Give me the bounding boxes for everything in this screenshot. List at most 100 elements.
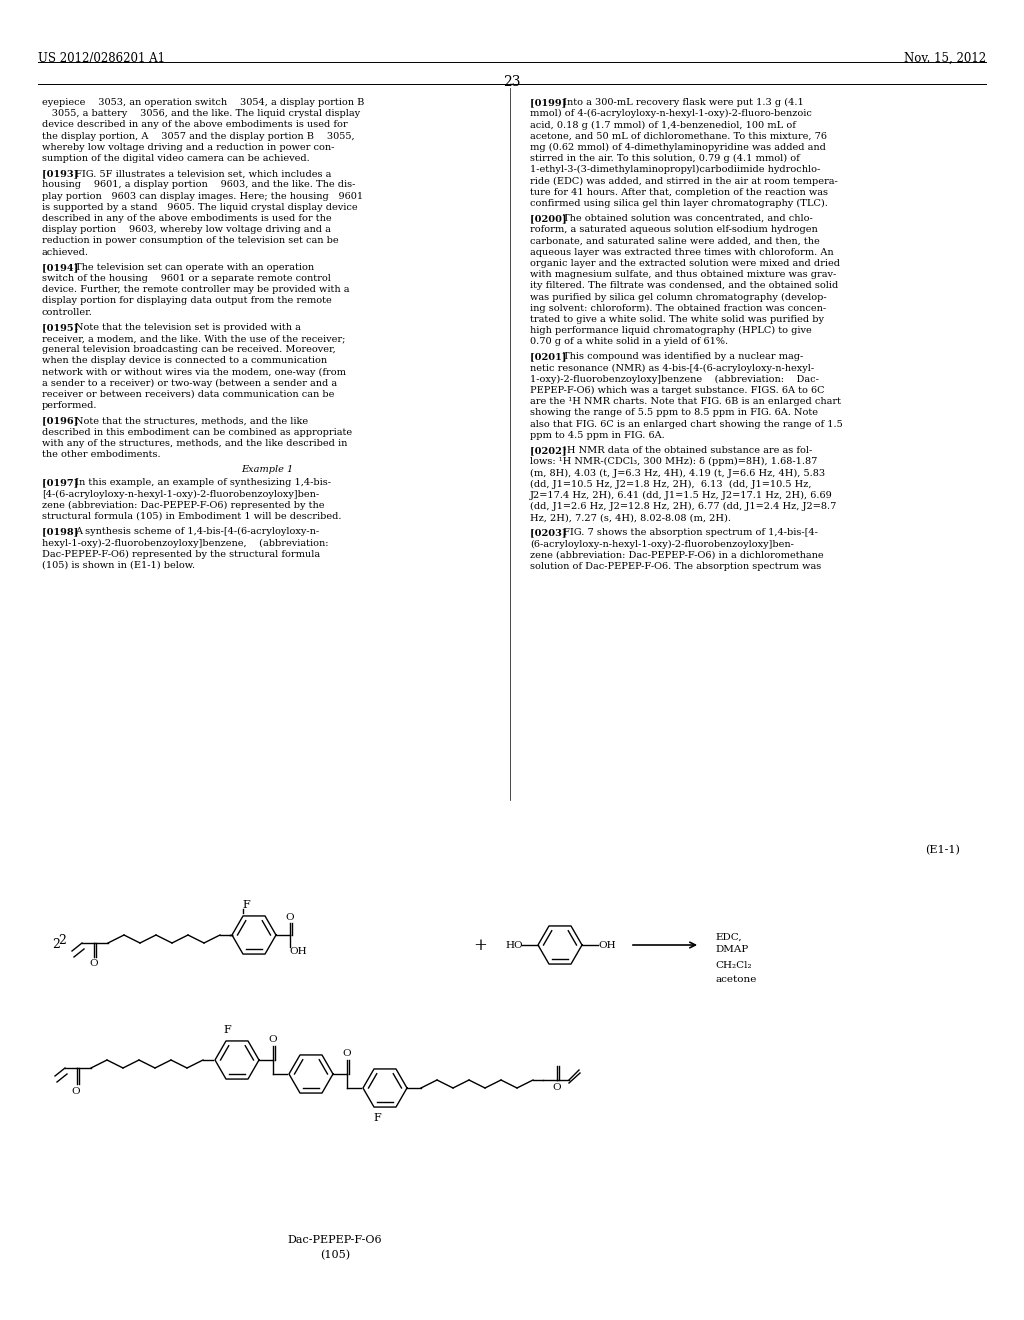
Text: EDC,: EDC, [715,932,741,941]
Text: 2: 2 [58,933,66,946]
Text: O: O [90,958,98,968]
Text: switch of the housing  9601 or a separate remote control: switch of the housing 9601 or a separate… [42,275,331,282]
Text: acid, 0.18 g (1.7 mmol) of 1,4-benzenediol, 100 mL of: acid, 0.18 g (1.7 mmol) of 1,4-benzenedi… [530,120,796,129]
Text: device described in any of the above embodiments is used for: device described in any of the above emb… [42,120,347,129]
Text: receiver or between receivers) data communication can be: receiver or between receivers) data comm… [42,389,335,399]
Text: display portion for displaying data output from the remote: display portion for displaying data outp… [42,297,332,305]
Text: [4-(6-acryloyloxy-n-hexyl-1-oxy)-2-fluorobenzoyloxy]ben-: [4-(6-acryloyloxy-n-hexyl-1-oxy)-2-fluor… [42,490,319,499]
Text: Dac-PEPEP-F-O6) represented by the structural formula: Dac-PEPEP-F-O6) represented by the struc… [42,549,321,558]
Text: 0.70 g of a white solid in a yield of 61%.: 0.70 g of a white solid in a yield of 61… [530,337,728,346]
Text: lows: ¹H NMR-(CDCl₃, 300 MHz): δ (ppm)=8H), 1.68-1.87: lows: ¹H NMR-(CDCl₃, 300 MHz): δ (ppm)=8… [530,457,817,466]
Text: (105) is shown in (E1-1) below.: (105) is shown in (E1-1) below. [42,561,196,570]
Text: described in any of the above embodiments is used for the: described in any of the above embodiment… [42,214,332,223]
Text: structural formula (105) in Embodiment 1 will be described.: structural formula (105) in Embodiment 1… [42,512,341,521]
Text: Example 1: Example 1 [241,465,293,474]
Text: are the ¹H NMR charts. Note that FIG. 6B is an enlarged chart: are the ¹H NMR charts. Note that FIG. 6B… [530,397,841,407]
Text: Into a 300-mL recovery flask were put 1.3 g (4.1: Into a 300-mL recovery flask were put 1.… [562,98,804,107]
Text: housing  9601, a display portion  9603, and the like. The dis-: housing 9601, a display portion 9603, an… [42,181,355,189]
Text: OH: OH [598,940,615,949]
Text: (E1-1): (E1-1) [925,845,961,855]
Text: FIG. 7 shows the absorption spectrum of 1,4-bis-[4-: FIG. 7 shows the absorption spectrum of … [562,528,817,537]
Text: In this example, an example of synthesizing 1,4-bis-: In this example, an example of synthesiz… [75,478,331,487]
Text: (105): (105) [319,1250,350,1261]
Text: Nov. 15, 2012: Nov. 15, 2012 [904,51,986,65]
Text: +: + [473,936,487,953]
Text: with any of the structures, methods, and the like described in: with any of the structures, methods, and… [42,438,347,447]
Text: carbonate, and saturated saline were added, and then, the: carbonate, and saturated saline were add… [530,236,820,246]
Text: DMAP: DMAP [715,945,749,954]
Text: (6-acryloyloxy-n-hexyl-1-oxy)-2-fluorobenzoyloxy]ben-: (6-acryloyloxy-n-hexyl-1-oxy)-2-fluorobe… [530,540,794,549]
Text: [0198]: [0198] [42,527,85,536]
Text: play portion 9603 can display images. Here; the housing 9601: play portion 9603 can display images. He… [42,191,364,201]
Text: stirred in the air. To this solution, 0.79 g (4.1 mmol) of: stirred in the air. To this solution, 0.… [530,154,800,164]
Text: [0199]: [0199] [530,98,573,107]
Text: 2: 2 [52,939,59,950]
Text: [0201]: [0201] [530,352,573,362]
Text: Dac-PEPEP-F-O6: Dac-PEPEP-F-O6 [288,1236,382,1245]
Text: the display portion, A  3057 and the display portion B  3055,: the display portion, A 3057 and the disp… [42,132,354,141]
Text: O: O [286,912,294,921]
Text: sumption of the digital video camera can be achieved.: sumption of the digital video camera can… [42,154,309,162]
Text: controller.: controller. [42,308,93,317]
Text: O: O [553,1084,561,1093]
Text: ity filtered. The filtrate was condensed, and the obtained solid: ity filtered. The filtrate was condensed… [530,281,839,290]
Text: described in this embodiment can be combined as appropriate: described in this embodiment can be comb… [42,428,352,437]
Text: achieved.: achieved. [42,248,89,256]
Text: 1-ethyl-3-(3-dimethylaminopropyl)carbodiimide hydrochlo-: 1-ethyl-3-(3-dimethylaminopropyl)carbodi… [530,165,820,174]
Text: [0194]: [0194] [42,263,85,272]
Text: a sender to a receiver) or two-way (between a sender and a: a sender to a receiver) or two-way (betw… [42,379,337,388]
Text: mmol) of 4-(6-acryloyloxy-n-hexyl-1-oxy)-2-fluoro-benzoic: mmol) of 4-(6-acryloyloxy-n-hexyl-1-oxy)… [530,110,812,119]
Text: ture for 41 hours. After that, completion of the reaction was: ture for 41 hours. After that, completio… [530,187,828,197]
Text: acetone, and 50 mL of dichloromethane. To this mixture, 76: acetone, and 50 mL of dichloromethane. T… [530,132,827,141]
Text: performed.: performed. [42,401,97,411]
Text: organic layer and the extracted solution were mixed and dried: organic layer and the extracted solution… [530,259,840,268]
Text: trated to give a white solid. The white solid was purified by: trated to give a white solid. The white … [530,314,824,323]
Text: acetone: acetone [715,974,757,983]
Text: (dd, J1=2.6 Hz, J2=12.8 Hz, 2H), 6.77 (dd, J1=2.4 Hz, J2=8.7: (dd, J1=2.6 Hz, J2=12.8 Hz, 2H), 6.77 (d… [530,502,837,511]
Text: J2=17.4 Hz, 2H), 6.41 (dd, J1=1.5 Hz, J2=17.1 Hz, 2H), 6.69: J2=17.4 Hz, 2H), 6.41 (dd, J1=1.5 Hz, J2… [530,491,833,500]
Text: [0202]: [0202] [530,446,573,455]
Text: ride (EDC) was added, and stirred in the air at room tempera-: ride (EDC) was added, and stirred in the… [530,177,838,186]
Text: showing the range of 5.5 ppm to 8.5 ppm in FIG. 6A. Note: showing the range of 5.5 ppm to 8.5 ppm … [530,408,818,417]
Text: 1-oxy)-2-fluorobenzoyloxy]benzene    (abbreviation:    Dac-: 1-oxy)-2-fluorobenzoyloxy]benzene (abbre… [530,375,819,384]
Text: when the display device is connected to a communication: when the display device is connected to … [42,356,327,366]
Text: receiver, a modem, and the like. With the use of the receiver;: receiver, a modem, and the like. With th… [42,334,345,343]
Text: OH: OH [289,946,307,956]
Text: Note that the structures, methods, and the like: Note that the structures, methods, and t… [75,416,308,425]
Text: the other embodiments.: the other embodiments. [42,450,161,459]
Text: FIG. 5F illustrates a television set, which includes a: FIG. 5F illustrates a television set, wh… [75,169,331,178]
Text: high performance liquid chromatography (HPLC) to give: high performance liquid chromatography (… [530,326,812,335]
Text: [0193]: [0193] [42,169,85,178]
Text: network with or without wires via the modem, one-way (from: network with or without wires via the mo… [42,367,346,376]
Text: solution of Dac-PEPEP-F-O6. The absorption spectrum was: solution of Dac-PEPEP-F-O6. The absorpti… [530,562,821,572]
Text: US 2012/0286201 A1: US 2012/0286201 A1 [38,51,165,65]
Text: ing solvent: chloroform). The obtained fraction was concen-: ing solvent: chloroform). The obtained f… [530,304,826,313]
Text: [0195]: [0195] [42,323,85,331]
Text: also that FIG. 6C is an enlarged chart showing the range of 1.5: also that FIG. 6C is an enlarged chart s… [530,420,843,429]
Text: was purified by silica gel column chromatography (develop-: was purified by silica gel column chroma… [530,293,826,301]
Text: PEPEP-F-O6) which was a target substance. FIGS. 6A to 6C: PEPEP-F-O6) which was a target substance… [530,385,824,395]
Text: 3055, a battery  3056, and the like. The liquid crystal display: 3055, a battery 3056, and the like. The … [42,110,360,119]
Text: [0203]: [0203] [530,528,573,537]
Text: confirmed using silica gel thin layer chromatography (TLC).: confirmed using silica gel thin layer ch… [530,199,827,209]
Text: (dd, J1=10.5 Hz, J2=1.8 Hz, 2H),  6.13  (dd, J1=10.5 Hz,: (dd, J1=10.5 Hz, J2=1.8 Hz, 2H), 6.13 (d… [530,479,811,488]
Text: Note that the television set is provided with a: Note that the television set is provided… [75,323,300,331]
Text: F: F [223,1026,230,1035]
Text: O: O [343,1048,351,1057]
Text: zene (abbreviation: Dac-PEPEP-F-O6) represented by the: zene (abbreviation: Dac-PEPEP-F-O6) repr… [42,500,325,510]
Text: F: F [373,1113,381,1123]
Text: A synthesis scheme of 1,4-bis-[4-(6-acryloyloxy-n-: A synthesis scheme of 1,4-bis-[4-(6-acry… [75,527,318,536]
Text: with magnesium sulfate, and thus obtained mixture was grav-: with magnesium sulfate, and thus obtaine… [530,271,837,279]
Text: (m, 8H), 4.03 (t, J=6.3 Hz, 4H), 4.19 (t, J=6.6 Hz, 4H), 5.83: (m, 8H), 4.03 (t, J=6.3 Hz, 4H), 4.19 (t… [530,469,825,478]
Text: aqueous layer was extracted three times with chloroform. An: aqueous layer was extracted three times … [530,248,834,256]
Text: whereby low voltage driving and a reduction in power con-: whereby low voltage driving and a reduct… [42,143,335,152]
Text: 23: 23 [503,75,521,88]
Text: ppm to 4.5 ppm in FIG. 6A.: ppm to 4.5 ppm in FIG. 6A. [530,430,665,440]
Text: This compound was identified by a nuclear mag-: This compound was identified by a nuclea… [562,352,803,362]
Text: netic resonance (NMR) as 4-bis-[4-(6-acryloyloxy-n-hexyl-: netic resonance (NMR) as 4-bis-[4-(6-acr… [530,363,814,372]
Text: ¹H NMR data of the obtained substance are as fol-: ¹H NMR data of the obtained substance ar… [562,446,812,455]
Text: eyepiece  3053, an operation switch  3054, a display portion B: eyepiece 3053, an operation switch 3054,… [42,98,365,107]
Text: display portion  9603, whereby low voltage driving and a: display portion 9603, whereby low voltag… [42,226,331,234]
Text: is supported by a stand 9605. The liquid crystal display device: is supported by a stand 9605. The liquid… [42,203,357,211]
Text: roform, a saturated aqueous solution elf-sodium hydrogen: roform, a saturated aqueous solution elf… [530,226,818,234]
